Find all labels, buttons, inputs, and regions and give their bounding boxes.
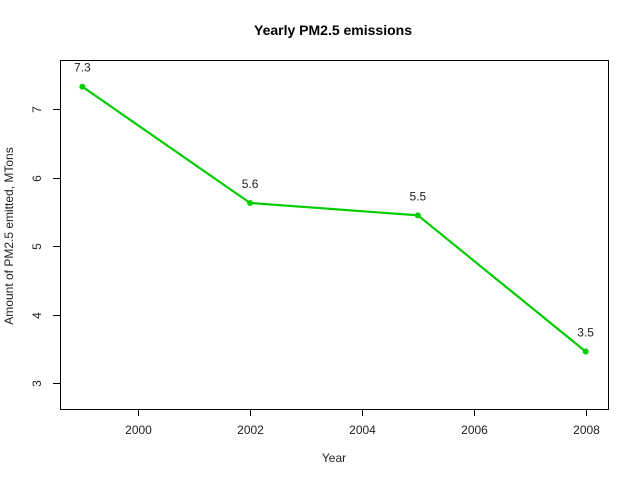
y-tick-label: 3 (30, 380, 44, 387)
x-axis: 2000 2002 2004 2006 2008 (125, 409, 600, 437)
y-axis: 3 4 5 6 7 (30, 106, 61, 387)
data-label: 5.5 (410, 189, 427, 203)
y-tick-label: 6 (30, 175, 44, 182)
x-tick-label: 2004 (349, 423, 376, 437)
plot-area (60, 60, 609, 410)
series-line (81, 85, 587, 353)
data-label: 3.5 (577, 326, 594, 340)
y-tick-label: 5 (30, 243, 44, 250)
data-point (414, 212, 421, 219)
y-tick-label: 4 (30, 312, 44, 319)
x-tick-label: 2000 (125, 423, 152, 437)
data-point (582, 348, 589, 355)
x-tick-label: 2006 (461, 423, 488, 437)
chart-title: Yearly PM2.5 emissions (254, 22, 412, 38)
x-tick-label: 2002 (237, 423, 264, 437)
data-point (79, 83, 86, 90)
y-axis-title: Amount of PM2.5 emitted, MTons (2, 147, 16, 324)
data-point (247, 200, 254, 207)
data-label: 7.3 (74, 61, 91, 75)
y-tick-label: 7 (30, 106, 44, 113)
series-layer: 7.3 5.6 5.5 3.5 (74, 61, 594, 355)
data-label: 5.6 (242, 177, 259, 191)
x-tick-label: 2008 (573, 423, 600, 437)
x-axis-title: Year (322, 451, 346, 465)
